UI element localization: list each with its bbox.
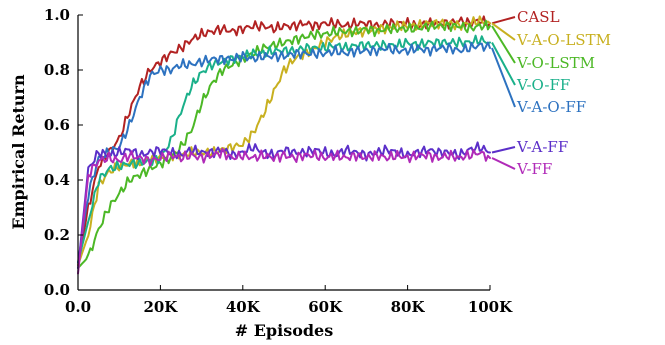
x-tick-label: 60K xyxy=(308,298,343,316)
ticks-layer: 0.0 20K 40K 60K 80K 100K 0.0 0.2 0.4 0.6 0.8 1.0 xyxy=(44,6,513,316)
legend-label-casl: CASL xyxy=(517,8,560,26)
x-axis-title: # Episodes xyxy=(235,321,334,340)
series-line-v-a-o-ff xyxy=(77,41,491,264)
y-tick-label: 0.6 xyxy=(44,116,70,134)
series-line-casl xyxy=(77,15,491,267)
legend-leader-v-o-lstm xyxy=(491,25,516,64)
legend-leader-v-a-o-ff xyxy=(491,47,516,108)
x-tick-label: 40K xyxy=(226,298,261,316)
y-tick-label: 0.4 xyxy=(44,171,70,189)
legend-label-v-a-o-lstm: V-A-O-LSTM xyxy=(516,31,611,49)
legend-layer: CASL V-A-O-LSTM V-O-LSTM V-O-FF V-A-O-FF V-A-… xyxy=(491,8,611,178)
y-tick-label: 1.0 xyxy=(44,6,70,24)
legend-leader-v-ff xyxy=(491,157,516,170)
x-tick-label: 0.0 xyxy=(65,298,91,316)
series-line-v-ff xyxy=(77,147,491,275)
x-tick-label: 80K xyxy=(391,298,426,316)
series-line-v-o-ff xyxy=(77,34,491,264)
x-tick-label: 100K xyxy=(468,298,513,316)
legend-label-v-o-lstm: V-O-LSTM xyxy=(516,54,595,72)
series-line-v-o-lstm xyxy=(77,19,491,269)
legend-leader-v-a-ff xyxy=(491,146,516,154)
legend-label-v-a-ff: V-A-FF xyxy=(516,138,568,156)
y-tick-label: 0.0 xyxy=(44,281,70,299)
legend-leader-v-a-o-lstm xyxy=(491,22,516,41)
legend-label-v-o-ff: V-O-FF xyxy=(516,76,570,94)
legend-leader-v-o-ff xyxy=(491,42,516,86)
axes-layer xyxy=(77,15,490,291)
legend-label-v-ff: V-FF xyxy=(516,160,552,178)
y-tick-label: 0.8 xyxy=(44,61,70,79)
series-layer xyxy=(77,15,491,275)
series-line-v-a-o-lstm xyxy=(77,15,491,267)
y-axis-title: Empirical Return xyxy=(9,74,28,230)
y-tick-label: 0.2 xyxy=(44,226,70,244)
x-tick-label: 20K xyxy=(143,298,178,316)
legend-leader-casl xyxy=(491,16,516,25)
legend-label-v-a-o-ff: V-A-O-FF xyxy=(516,98,586,116)
